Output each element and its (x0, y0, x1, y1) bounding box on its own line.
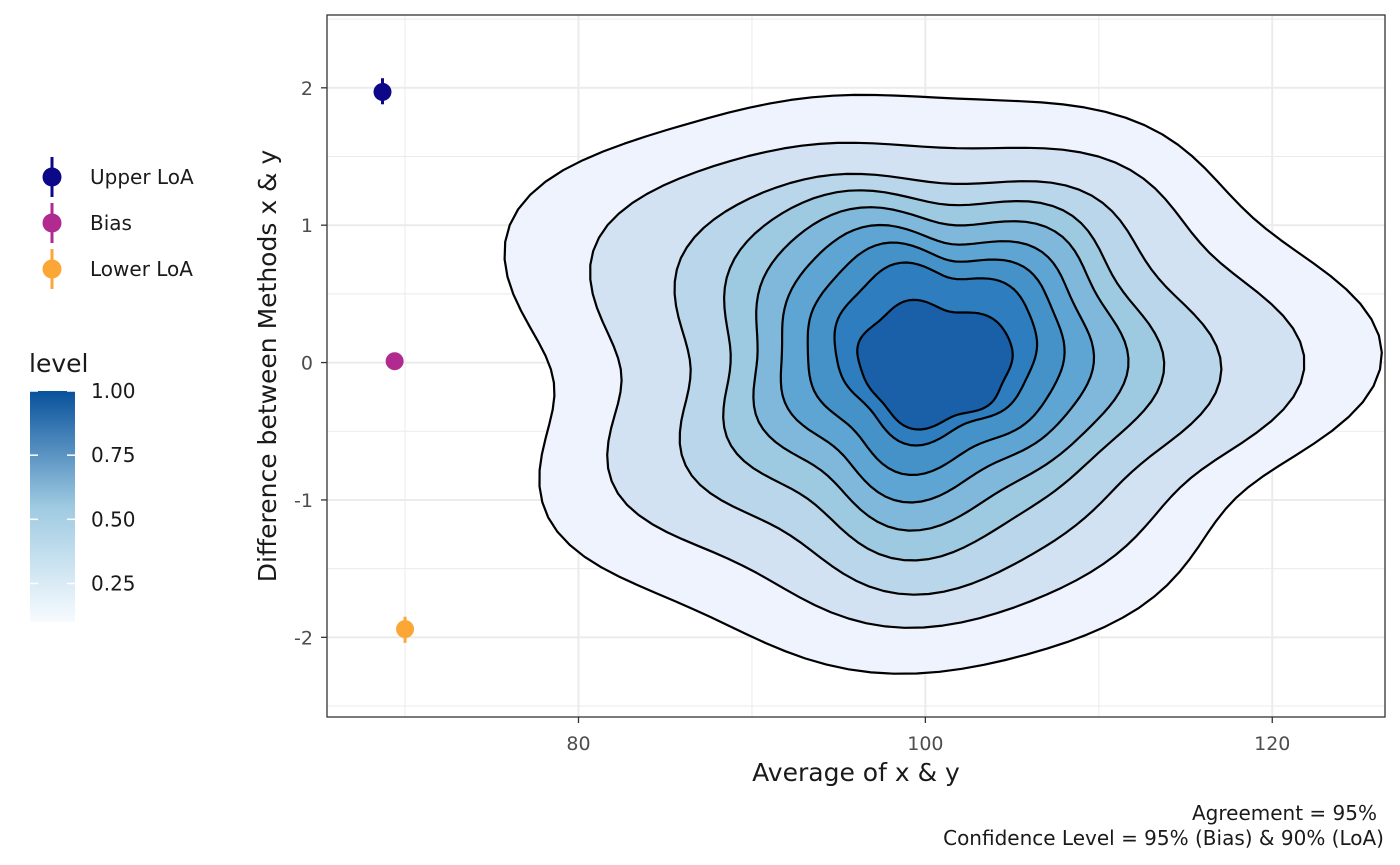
plot-border (326, 14, 1386, 718)
y-axis: 2 1 0 -1 -2 (294, 78, 327, 649)
colorbar-tick-label: 0.50 (91, 507, 136, 531)
legend-key-upper-loa (42, 167, 62, 187)
colorbar-tick-label: 1.00 (91, 379, 136, 403)
y-tick-label: 1 (301, 215, 313, 237)
caption-agreement: Agreement = 95% (1192, 801, 1377, 825)
legend-level-colorbar (30, 391, 75, 622)
x-axis: 80 100 120 (566, 717, 1290, 755)
x-axis-title: Average of x & y (752, 758, 960, 787)
x-tick-label: 100 (907, 733, 943, 755)
y-tick-label: 0 (301, 353, 313, 375)
y-tick-label: -2 (294, 627, 313, 649)
point-bias (385, 352, 404, 371)
legend-label-lower-loa: Lower LoA (90, 257, 193, 281)
legend-label-bias: Bias (90, 211, 132, 235)
point-upper-loa (373, 82, 392, 101)
legend-level-ticks: 1.00 0.75 0.50 0.25 (30, 379, 136, 596)
legend-level-title: level (29, 349, 88, 378)
y-axis-title: Difference between Methods x & y (253, 149, 282, 582)
point-lower-loa (396, 620, 415, 639)
caption-confidence: Confidence Level = 95% (Bias) & 90% (LoA… (943, 826, 1384, 850)
density-contours (503, 93, 1383, 675)
loa-points (373, 78, 415, 643)
y-tick-label: 2 (301, 78, 313, 100)
x-tick-label: 120 (1254, 733, 1290, 755)
density-contour-0.9 (856, 298, 1014, 431)
legend-key-lower-loa (42, 259, 62, 279)
legend-level: level 1.00 0.75 0.50 0.25 (29, 349, 136, 622)
legend-key-bias (42, 213, 62, 233)
y-tick-label: -1 (294, 490, 313, 512)
x-tick-label: 80 (566, 733, 590, 755)
legend-label-upper-loa: Upper LoA (90, 165, 194, 189)
legend-points: Upper LoA Bias Lower LoA (42, 157, 194, 289)
colorbar-tick-label: 0.75 (91, 443, 136, 467)
colorbar-tick-label: 0.25 (91, 572, 136, 596)
